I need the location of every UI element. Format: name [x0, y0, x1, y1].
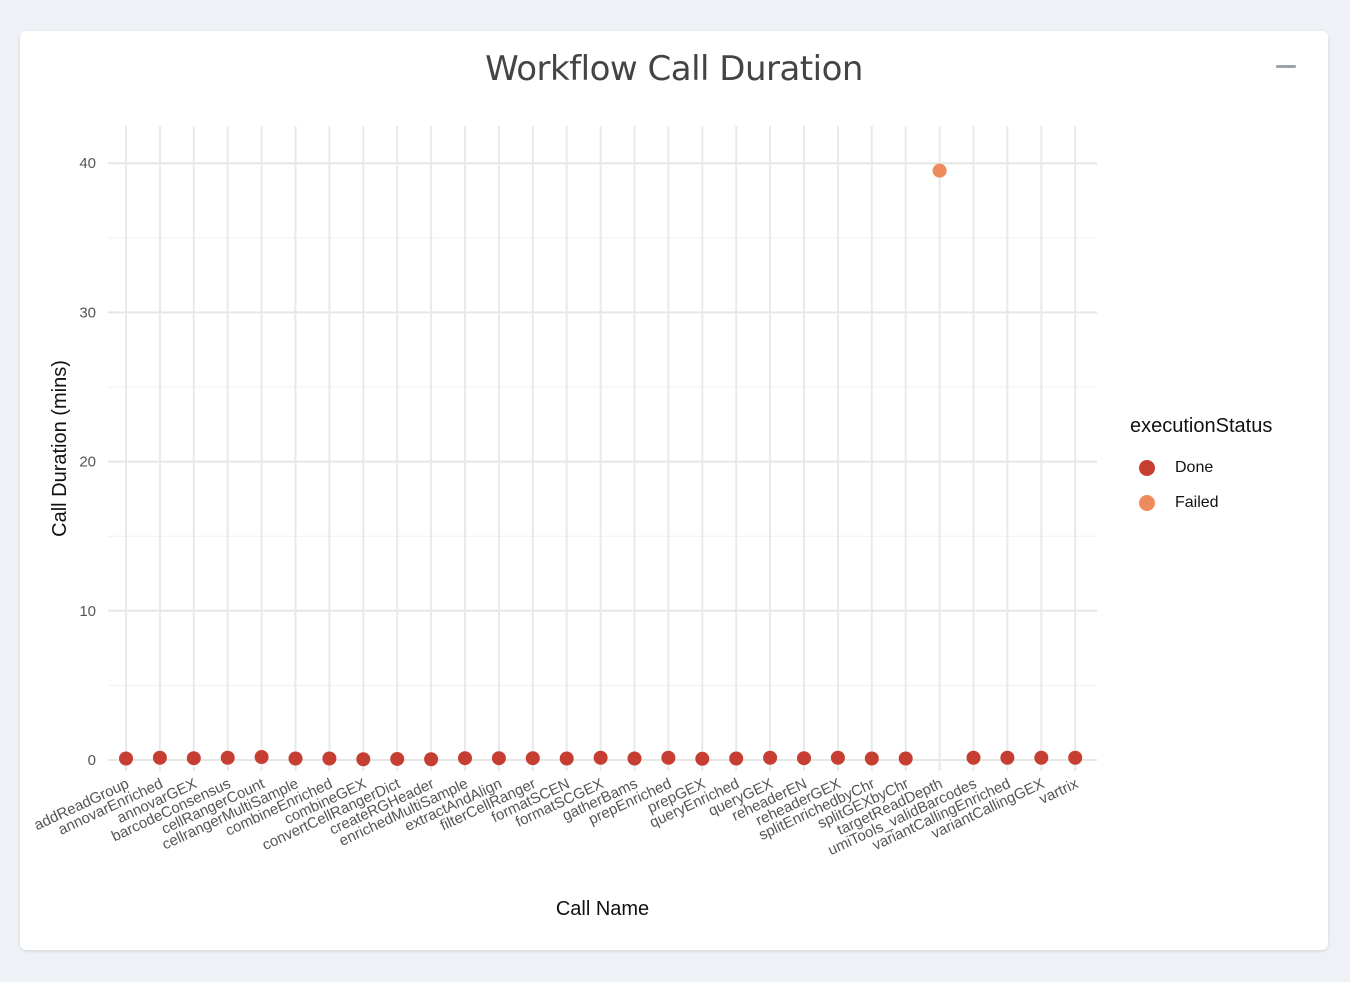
x-axis-title: Call Name: [556, 898, 649, 920]
data-point-done: [424, 752, 439, 767]
y-tick-label: 40: [79, 155, 96, 172]
y-axis-title: Call Duration (mins): [49, 360, 71, 537]
data-point-done: [458, 751, 472, 766]
legend-title: executionStatus: [1130, 415, 1273, 437]
legend-label-done: Done: [1175, 458, 1214, 476]
data-point-done: [220, 750, 235, 765]
data-point-done: [864, 751, 879, 766]
y-tick-label: 10: [79, 603, 96, 620]
data-point-done: [830, 750, 845, 765]
data-point-done: [186, 751, 201, 766]
legend-label-failed: Failed: [1175, 493, 1219, 511]
data-point-done: [898, 751, 913, 766]
data-point-done: [390, 751, 405, 766]
legend-dot-done: [1139, 459, 1155, 476]
x-tick-label: vartrix: [1037, 775, 1082, 808]
data-point-done: [525, 751, 540, 766]
data-point-done: [797, 751, 811, 766]
y-tick-label: 0: [88, 752, 96, 769]
data-point-done: [152, 750, 167, 765]
chart-card: Workflow Call Duration 0 10 20 30 40 addReadG…: [20, 31, 1328, 950]
data-point-done: [627, 751, 642, 766]
data-point-done: [288, 751, 303, 766]
data-point-done: [593, 750, 608, 765]
data-point-done: [119, 751, 133, 766]
data-point-failed: [932, 163, 947, 178]
data-point-done: [661, 750, 676, 765]
data-point-done: [1034, 750, 1049, 765]
legend: executionStatus Done Failed: [1130, 415, 1272, 520]
data-point-done: [559, 751, 574, 766]
data-point-done: [254, 750, 269, 765]
data-point-done: [966, 750, 981, 765]
y-tick-label: 30: [79, 304, 96, 321]
legend-item-failed: Failed: [1130, 485, 1272, 520]
data-point-done: [322, 751, 337, 766]
y-tick-label: 20: [79, 454, 96, 471]
legend-item-done: Done: [1130, 450, 1272, 485]
scatter-plot: 010203040addReadGroupannovarEnrichedanno…: [32, 126, 1097, 920]
chart-title: Workflow Call Duration: [485, 49, 863, 89]
data-point-done: [729, 751, 744, 766]
data-point-done: [763, 750, 778, 765]
data-point-done: [695, 751, 710, 766]
data-point-done: [491, 751, 506, 766]
legend-dot-failed: [1139, 494, 1155, 511]
data-point-done: [356, 752, 371, 767]
data-point-done: [1000, 750, 1015, 765]
data-point-done: [1068, 750, 1083, 765]
minimize-icon[interactable]: [1274, 53, 1298, 77]
